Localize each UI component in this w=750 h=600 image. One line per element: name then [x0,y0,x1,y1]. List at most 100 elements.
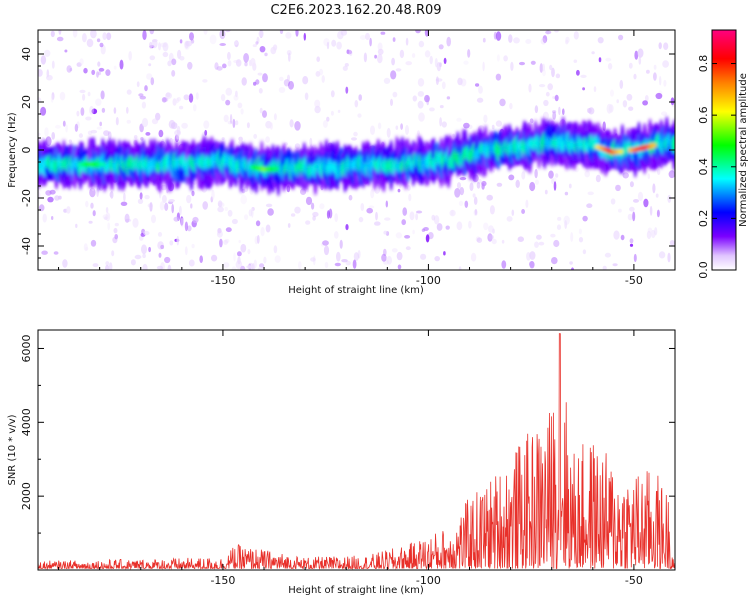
spectrogram-noise-blob [158,252,162,258]
spectrogram-noise-blob [105,212,111,222]
spectrogram-noise-blob [365,32,370,41]
spectrogram-noise-blob [187,225,192,232]
spectrogram-noise-blob [90,30,97,39]
spectrogram-noise-blob [358,94,363,101]
spectrogram-noise-blob [398,182,402,189]
spectrogram-noise-blob [222,63,227,69]
spectrogram-noise-blob [164,256,171,264]
spectrogram-noise-blob [459,187,465,196]
spectrogram-noise-blob [42,213,47,223]
spectrogram-noise-blob [225,227,232,233]
spectrogram-noise-blob [618,208,622,213]
spectrogram-noise-blob [540,38,546,45]
spectrogram-noise-blob [435,76,439,85]
spectrogram-noise-blob [602,265,607,270]
spectrogram-noise-blob [113,227,118,234]
spectrogram-noise-blob [629,238,634,244]
spectrogram-noise-blob [459,177,467,181]
spectrogram-noise-blob [318,68,324,76]
spectrogram-noise-blob [584,170,590,178]
spectrogram-noise-blob [244,214,249,221]
spectrogram-noise-blob [628,62,633,69]
spectrogram-noise-blob [231,266,237,270]
spectrogram-xtick-label: -150 [210,274,235,287]
spectrogram-noise-blob [377,48,384,55]
spectrogram-noise-blob [167,60,172,67]
spectrogram-ytick-label: 0 [20,147,33,154]
spectrogram-noise-blob [463,60,469,65]
spectrogram-noise-blob [383,230,388,235]
spectrogram-noise-blob [521,171,526,180]
spectrogram-noise-blob [643,198,649,208]
spectrogram-noise-blob [240,108,244,115]
spectrogram-noise-blob [128,51,132,61]
spectrogram-noise-blob [415,30,421,34]
spectrogram-noise-blob [417,91,425,97]
spectrogram-noise-blob [158,129,164,138]
spectrogram-noise-blob [418,40,425,48]
spectrogram-noise-blob [160,262,165,270]
spectrogram-noise-blob [255,41,259,45]
spectrogram-noise-blob [618,34,624,41]
spectrogram-noise-blob [438,44,444,50]
spectrogram-noise-blob [652,183,656,194]
spectrogram-noise-blob [114,222,119,227]
spectrogram-noise-blob [115,117,119,126]
spectrogram-noise-blob [62,120,66,127]
spectrogram-xtick-label: -100 [416,274,441,287]
spectrogram-noise-blob [68,139,73,143]
spectrogram-noise-blob [149,202,153,212]
spectrogram-noise-blob [66,65,72,73]
spectrogram-noise-blob [653,64,657,70]
spectrogram-noise-blob [47,196,54,203]
spectrogram-noise-blob [464,200,469,208]
spectrogram-noise-blob [354,100,359,108]
spectrogram-noise-blob [56,36,64,42]
spectrogram-noise-blob [487,233,493,242]
spectrogram-noise-blob [91,69,96,75]
spectrogram-noise-blob [176,97,179,104]
spectrogram-noise-blob [417,78,425,87]
spectrogram-noise-blob [203,120,210,129]
spectrogram-noise-blob [231,218,238,225]
spectrogram-noise-blob [225,87,233,96]
spectrogram-noise-blob [493,31,497,40]
spectrogram-noise-blob [405,246,411,251]
spectrogram-noise-blob [241,77,247,86]
spectrogram-noise-blob [341,259,348,263]
spectrogram-noise-blob [217,206,224,213]
spectrogram-noise-blob [92,263,99,268]
spectrogram-noise-blob [146,73,153,80]
spectrogram-noise-blob [191,190,195,197]
spectrogram-noise-blob [549,64,553,71]
spectrogram-noise-blob [83,243,88,252]
spectrogram-noise-blob [142,253,146,259]
spectrogram-noise-blob [105,207,109,213]
colorbar-ticks: 0.0 0.2 0.4 0.6 0.8 [697,55,736,279]
spectrogram-noise-blob [405,61,413,66]
spectrogram-noise-blob [576,69,580,76]
spectrogram-noise-blob [87,91,91,97]
spectrogram-noise-blob [591,51,595,55]
spectrogram-noise-blob [528,83,532,93]
spectrogram-noise-blob [556,224,562,230]
spectrogram-noise-blob [50,95,54,103]
spectrogram-noise-blob [573,59,578,63]
spectrogram-noise-blob [446,36,452,47]
spectrogram-noise-blob [607,63,613,70]
spectrogram-noise-blob [420,253,427,260]
spectrogram-noise-blob [158,42,161,51]
spectrogram-noise-blob [54,195,60,201]
spectrogram-noise-blob [219,43,226,46]
spectrogram-noise-blob [443,57,447,64]
spectrogram-noise-blob [235,90,238,98]
spectrogram-noise-blob [405,37,409,46]
spectrogram-noise-blob [176,134,180,140]
spectrogram-noise-blob [604,252,612,258]
spectrogram-noise-blob [258,88,263,94]
spectrogram-noise-blob [374,221,381,226]
spectrogram-noise-blob [160,244,165,250]
spectrogram-noise-blob [431,214,436,221]
spectrogram-noise-blob [386,255,392,265]
spectrogram-noise-blob [305,196,313,206]
